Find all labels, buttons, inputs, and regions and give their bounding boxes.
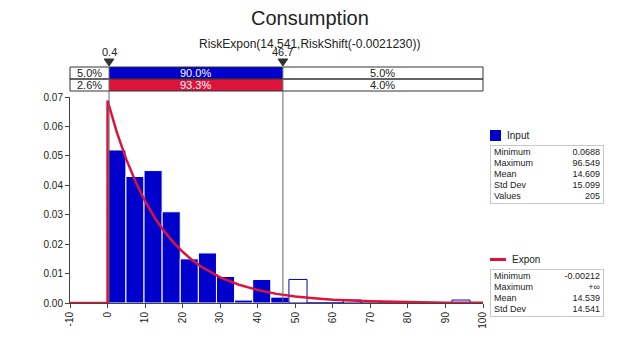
- svg-text:2.6%: 2.6%: [77, 79, 102, 91]
- svg-text:-10: -10: [64, 312, 75, 327]
- svg-text:50: 50: [290, 312, 301, 324]
- html-text:Std Dev: Std Dev: [494, 180, 526, 190]
- svg-text:60: 60: [327, 312, 338, 324]
- svg-text:0.07: 0.07: [44, 92, 64, 103]
- html-text:Maximum: Maximum: [494, 282, 533, 292]
- html-text:Std Dev: Std Dev: [494, 304, 526, 314]
- html-text:Maximum: Maximum: [494, 158, 533, 168]
- html-text:14.609: 14.609: [572, 169, 600, 179]
- svg-text:20: 20: [177, 312, 188, 324]
- svg-text:80: 80: [402, 312, 413, 324]
- html-text:205: 205: [585, 191, 600, 201]
- svg-text:0.03: 0.03: [44, 209, 64, 220]
- html-text:Input: Input: [507, 129, 530, 141]
- svg-text:5.0%: 5.0%: [77, 67, 102, 79]
- html-text:Expon: Expon: [512, 253, 541, 265]
- svg-text:90.0%: 90.0%: [180, 67, 211, 79]
- svg-text:4.0%: 4.0%: [370, 79, 395, 91]
- svg-text:100: 100: [477, 312, 488, 329]
- svg-text:90: 90: [440, 312, 451, 324]
- svg-text:30: 30: [214, 312, 225, 324]
- svg-text:10: 10: [139, 312, 150, 324]
- html-text:14.539: 14.539: [572, 293, 600, 303]
- html-text:Mean: Mean: [494, 169, 517, 179]
- html-text:Minimum: Minimum: [494, 147, 531, 157]
- svg-text:70: 70: [365, 312, 376, 324]
- svg-text:0.05: 0.05: [44, 150, 64, 161]
- html-text:Mean: Mean: [494, 293, 517, 303]
- svg-text:5.0%: 5.0%: [370, 67, 395, 79]
- svg-text:46.7: 46.7: [272, 46, 293, 58]
- html-text:Minimum: Minimum: [494, 271, 531, 281]
- svg-text:Consumption: Consumption: [251, 7, 369, 29]
- html-text:0.0688: 0.0688: [572, 147, 600, 157]
- html-text:Values: Values: [494, 191, 521, 201]
- html-text:14.541: 14.541: [572, 304, 600, 314]
- svg-text:0.4: 0.4: [102, 46, 117, 58]
- svg-text:40: 40: [252, 312, 263, 324]
- svg-text:0.02: 0.02: [44, 239, 64, 250]
- html-text:-0.00212: -0.00212: [564, 271, 600, 281]
- html-text:96.549: 96.549: [572, 158, 600, 168]
- svg-text:0.06: 0.06: [44, 121, 64, 132]
- html-text:15.099: 15.099: [572, 180, 600, 190]
- svg-text:0.00: 0.00: [44, 298, 64, 309]
- svg-text:RiskExpon(14.541,RiskShift(-0.: RiskExpon(14.541,RiskShift(-0.0021230)): [199, 37, 420, 51]
- svg-text:93.3%: 93.3%: [180, 79, 211, 91]
- svg-text:0.04: 0.04: [44, 180, 64, 191]
- svg-text:0: 0: [102, 312, 113, 318]
- svg-text:0.01: 0.01: [44, 268, 64, 279]
